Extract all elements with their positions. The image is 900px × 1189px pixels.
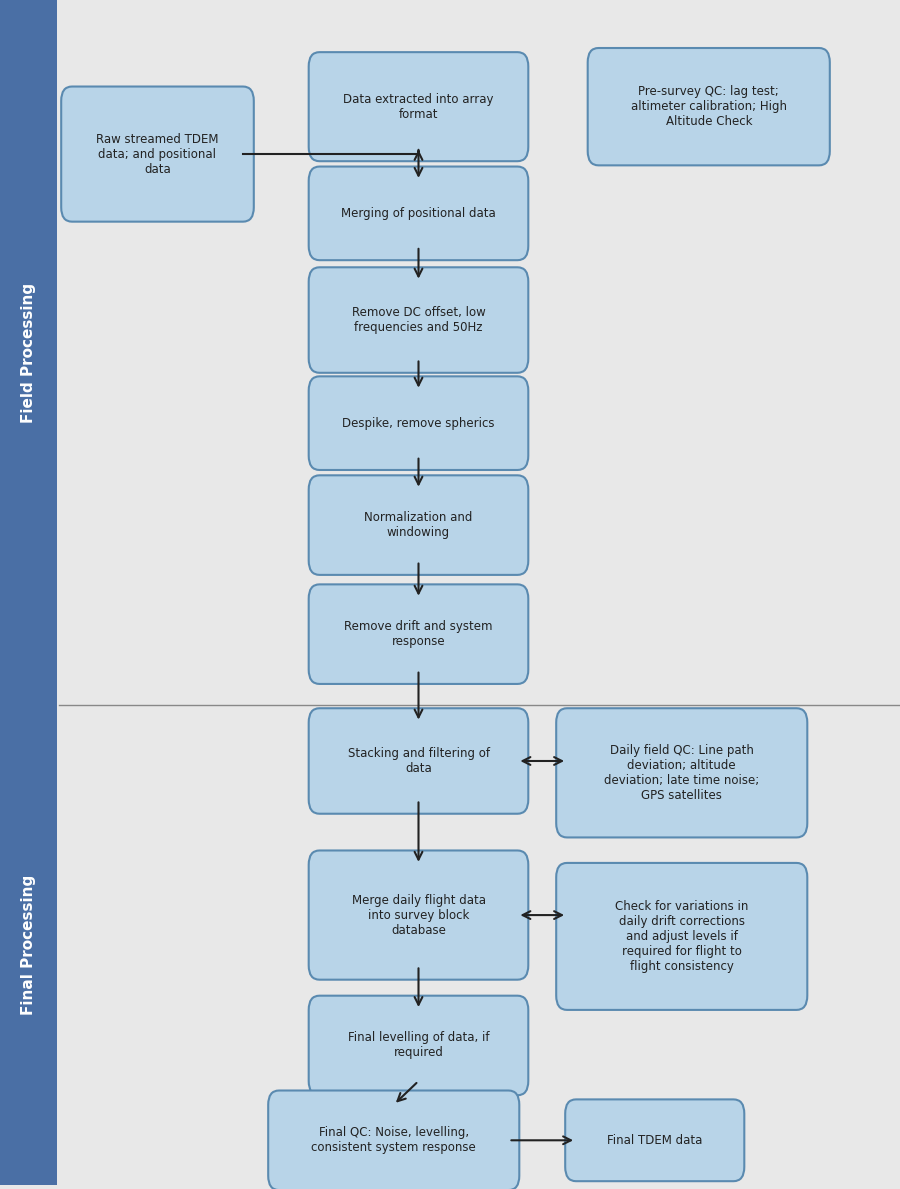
Text: Raw streamed TDEM
data; and positional
data: Raw streamed TDEM data; and positional d… [96, 133, 219, 176]
FancyBboxPatch shape [309, 268, 528, 373]
Text: Remove drift and system
response: Remove drift and system response [344, 621, 493, 648]
FancyBboxPatch shape [268, 1090, 519, 1189]
Text: Final levelling of data, if
required: Final levelling of data, if required [347, 1032, 490, 1059]
Text: Normalization and
windowing: Normalization and windowing [364, 511, 472, 539]
Text: Stacking and filtering of
data: Stacking and filtering of data [347, 747, 490, 775]
Text: Final QC: Noise, levelling,
consistent system response: Final QC: Noise, levelling, consistent s… [311, 1126, 476, 1155]
Text: Merge daily flight data
into survey block
database: Merge daily flight data into survey bloc… [352, 894, 485, 937]
FancyBboxPatch shape [565, 1100, 744, 1181]
FancyBboxPatch shape [556, 863, 807, 1009]
Text: Data extracted into array
format: Data extracted into array format [343, 93, 494, 120]
FancyBboxPatch shape [556, 709, 807, 837]
FancyBboxPatch shape [309, 377, 528, 470]
Text: Merging of positional data: Merging of positional data [341, 207, 496, 220]
FancyBboxPatch shape [309, 584, 528, 684]
FancyBboxPatch shape [309, 52, 528, 162]
FancyBboxPatch shape [309, 166, 528, 260]
Text: Final TDEM data: Final TDEM data [608, 1134, 702, 1147]
FancyBboxPatch shape [309, 476, 528, 575]
Text: Field Processing: Field Processing [21, 283, 36, 423]
Text: Check for variations in
daily drift corrections
and adjust levels if
required fo: Check for variations in daily drift corr… [615, 900, 749, 973]
FancyBboxPatch shape [61, 87, 254, 221]
Bar [0, 705, 57, 1185]
Text: Daily field QC: Line path
deviation; altitude
deviation; late time noise;
GPS sa: Daily field QC: Line path deviation; alt… [604, 744, 760, 801]
Text: Final Processing: Final Processing [21, 875, 36, 1015]
FancyBboxPatch shape [588, 48, 830, 165]
FancyBboxPatch shape [309, 709, 528, 813]
FancyBboxPatch shape [309, 995, 528, 1095]
Bar [0, 0, 57, 705]
Text: Despike, remove spherics: Despike, remove spherics [342, 416, 495, 429]
Text: Remove DC offset, low
frequencies and 50Hz: Remove DC offset, low frequencies and 50… [352, 306, 485, 334]
FancyBboxPatch shape [309, 850, 528, 980]
Text: Pre-survey QC: lag test;
altimeter calibration; High
Altitude Check: Pre-survey QC: lag test; altimeter calib… [631, 86, 787, 128]
